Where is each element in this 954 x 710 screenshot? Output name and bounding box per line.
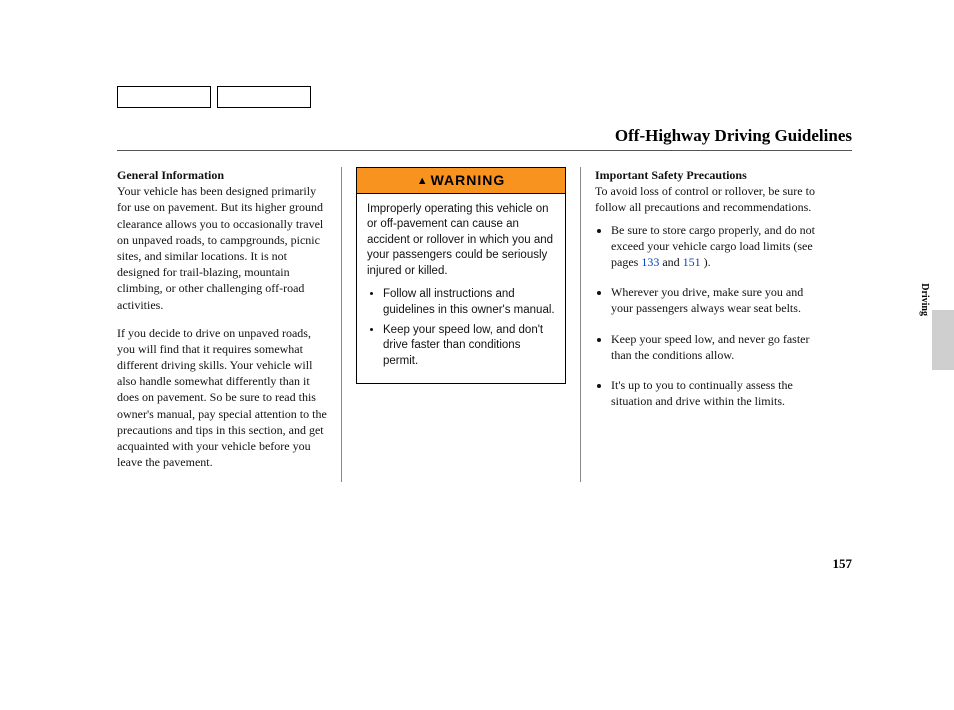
safety-bullet: It's up to you to continually assess the… bbox=[611, 377, 825, 409]
warning-triangle-icon: ▲ bbox=[417, 174, 429, 189]
safety-bullet: Be sure to store cargo properly, and do … bbox=[611, 222, 825, 271]
safety-heading: Important Safety Precautions bbox=[595, 168, 747, 182]
general-info-heading: General Information bbox=[117, 168, 224, 182]
safety-intro: To avoid loss of control or rollover, be… bbox=[595, 184, 815, 214]
manual-page: Off-Highway Driving Guidelines General I… bbox=[117, 86, 852, 482]
warning-bullet-list: Follow all instructions and guidelines i… bbox=[367, 287, 555, 369]
nav-button-prev[interactable] bbox=[117, 86, 211, 108]
safety-bullet: Keep your speed low, and never go faster… bbox=[611, 331, 825, 363]
page-ref-link[interactable]: 133 bbox=[641, 255, 659, 269]
page-title: Off-Highway Driving Guidelines bbox=[117, 126, 852, 151]
safety-bullet-list: Be sure to store cargo properly, and do … bbox=[595, 222, 825, 410]
safety-bullet-text: ). bbox=[701, 255, 711, 269]
page-number: 157 bbox=[833, 556, 853, 572]
warning-bullet: Follow all instructions and guidelines i… bbox=[383, 287, 555, 318]
nav-button-next[interactable] bbox=[217, 86, 311, 108]
section-tab-marker bbox=[932, 310, 954, 370]
warning-bullet: Keep your speed low, and don't drive fas… bbox=[383, 323, 555, 370]
content-columns: General Information Your vehicle has bee… bbox=[117, 167, 852, 482]
warning-body: Improperly operating this vehicle on or … bbox=[357, 194, 565, 383]
general-info-text-1: Your vehicle has been designed primarily… bbox=[117, 184, 323, 311]
safety-bullet: Wherever you drive, make sure you and yo… bbox=[611, 284, 825, 316]
warning-intro: Improperly operating this vehicle on or … bbox=[367, 202, 555, 280]
page-ref-link[interactable]: 151 bbox=[683, 255, 701, 269]
section-tab-label: Driving bbox=[919, 283, 930, 316]
general-info-para-1: General Information Your vehicle has bee… bbox=[117, 167, 327, 313]
nav-button-row bbox=[117, 86, 852, 108]
warning-box: ▲WARNING Improperly operating this vehic… bbox=[356, 167, 566, 384]
column-warning: ▲WARNING Improperly operating this vehic… bbox=[342, 167, 581, 482]
column-general-info: General Information Your vehicle has bee… bbox=[117, 167, 342, 482]
safety-bullet-text: and bbox=[659, 255, 682, 269]
warning-header: ▲WARNING bbox=[357, 168, 565, 194]
general-info-para-2: If you decide to drive on unpaved roads,… bbox=[117, 325, 327, 471]
column-safety: Important Safety Precautions To avoid lo… bbox=[581, 167, 825, 482]
warning-label: WARNING bbox=[431, 172, 506, 188]
